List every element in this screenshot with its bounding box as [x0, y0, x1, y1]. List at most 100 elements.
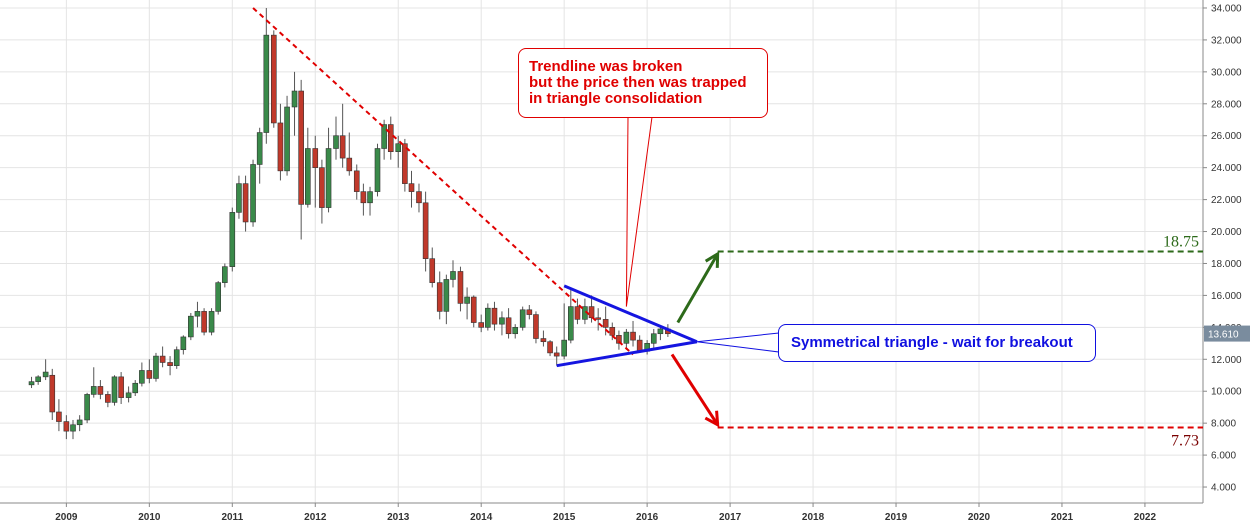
candle-body	[588, 306, 595, 319]
y-tick-label: 10.000	[1211, 387, 1242, 398]
last-price-tag-box	[1204, 325, 1250, 342]
trendline-callout: Trendline was broken but the price then …	[518, 48, 768, 118]
x-tick-label: 2016	[636, 512, 659, 523]
candle-body	[229, 212, 236, 267]
x-tick-label: 2011	[221, 512, 243, 523]
candle-body	[208, 311, 215, 333]
candle-body	[270, 34, 277, 124]
candle-body	[381, 124, 387, 149]
candle-body	[436, 282, 443, 312]
y-axis: 4.0006.0008.00010.00012.00014.00016.0001…	[1202, 0, 1242, 503]
candle-body	[547, 341, 553, 354]
candle-body	[291, 90, 298, 108]
target-down-label: 7.73	[1171, 432, 1199, 449]
candle-body	[374, 148, 381, 192]
candle-body	[650, 333, 657, 344]
candle-body	[284, 106, 290, 172]
candle-body	[519, 309, 526, 328]
candle-body	[353, 170, 360, 192]
candle-body	[159, 355, 166, 363]
candle-body	[312, 148, 319, 168]
candle-body	[616, 335, 622, 344]
x-tick-label: 2021	[1051, 512, 1074, 523]
y-tick-label: 18.000	[1211, 259, 1242, 270]
candle-body	[408, 183, 415, 192]
candle-body	[167, 362, 173, 366]
candle-body	[574, 306, 581, 320]
candle-body	[395, 143, 402, 152]
target-labels: 18.75 7.73	[1163, 234, 1199, 450]
candle-body	[84, 394, 90, 421]
candle-body	[105, 394, 111, 403]
candle-body	[222, 266, 228, 283]
candle-body	[97, 386, 104, 395]
y-tick-label: 22.000	[1211, 195, 1242, 206]
candle-body	[132, 382, 139, 394]
candle-body	[429, 258, 436, 283]
candle-body	[512, 327, 519, 335]
candle-body	[263, 34, 270, 133]
candle-body	[402, 143, 408, 184]
y-tick-label: 8.000	[1211, 419, 1236, 430]
candle-body	[533, 314, 539, 339]
last-price-tag-label: 13.610	[1208, 330, 1239, 341]
candle-body	[443, 279, 450, 312]
candle-body	[215, 282, 221, 312]
y-tick-label: 6.000	[1211, 451, 1236, 462]
triangle-lower-line	[556, 340, 698, 368]
candle-body	[125, 392, 132, 398]
candle-body	[595, 317, 601, 320]
candle-body	[56, 411, 62, 422]
candle-body	[464, 296, 470, 304]
candle-body	[470, 296, 477, 323]
candle-body	[76, 419, 83, 426]
candle-body	[256, 132, 263, 165]
overlays	[252, 7, 1203, 429]
candle-body	[505, 317, 512, 335]
candle-body	[478, 322, 485, 328]
candle-body	[416, 191, 422, 204]
triangle-upper-line	[563, 284, 698, 344]
candle-body	[422, 202, 429, 259]
candle-body	[63, 421, 70, 432]
candle-body	[623, 331, 630, 344]
y-tick-label: 24.000	[1211, 163, 1242, 174]
trendline-callout-line-1: Trendline was broken	[529, 58, 683, 75]
candle-body	[657, 328, 664, 335]
x-tick-label: 2018	[802, 512, 825, 523]
candle-body	[339, 135, 346, 159]
candle-body	[630, 331, 636, 341]
arrow-up-head	[704, 251, 720, 268]
candle-body	[526, 309, 533, 315]
candle-body	[277, 122, 284, 172]
candle-body	[70, 424, 76, 432]
candle-body	[111, 376, 118, 403]
arrow-down-head	[704, 410, 720, 428]
x-tick-label: 2020	[968, 512, 991, 523]
candle-body	[173, 349, 180, 366]
candle-body	[553, 352, 560, 357]
y-tick-label: 12.000	[1211, 355, 1242, 366]
candle-body	[42, 371, 49, 378]
trendline-callout-line-2: but the price then was trapped	[529, 74, 747, 91]
y-tick-label: 20.000	[1211, 227, 1242, 238]
x-tick-label: 2009	[55, 512, 78, 523]
candle-body	[636, 339, 643, 352]
y-tick-label: 26.000	[1211, 131, 1242, 142]
candle-body	[491, 307, 498, 325]
y-tick-label: 28.000	[1211, 99, 1242, 110]
arrow-up-shaft	[676, 253, 719, 324]
candle-body	[346, 157, 353, 172]
x-tick-label: 2022	[1134, 512, 1157, 523]
candle-body	[188, 315, 194, 338]
candle-body	[367, 191, 373, 204]
x-axis: 2009 2010 2011 2012 2013 2014 2015 2016 2017 2018…	[0, 502, 1203, 523]
candle-body	[139, 370, 145, 384]
x-tick-label: 2015	[553, 512, 576, 523]
candle-body	[485, 307, 491, 328]
y-tick-label: 30.000	[1211, 67, 1242, 78]
candle-body	[387, 124, 394, 152]
triangle-callout-text: Symmetrical triangle - wait for breakout	[791, 334, 1073, 351]
x-tick-label: 2017	[719, 512, 742, 523]
candle-body	[201, 311, 207, 333]
